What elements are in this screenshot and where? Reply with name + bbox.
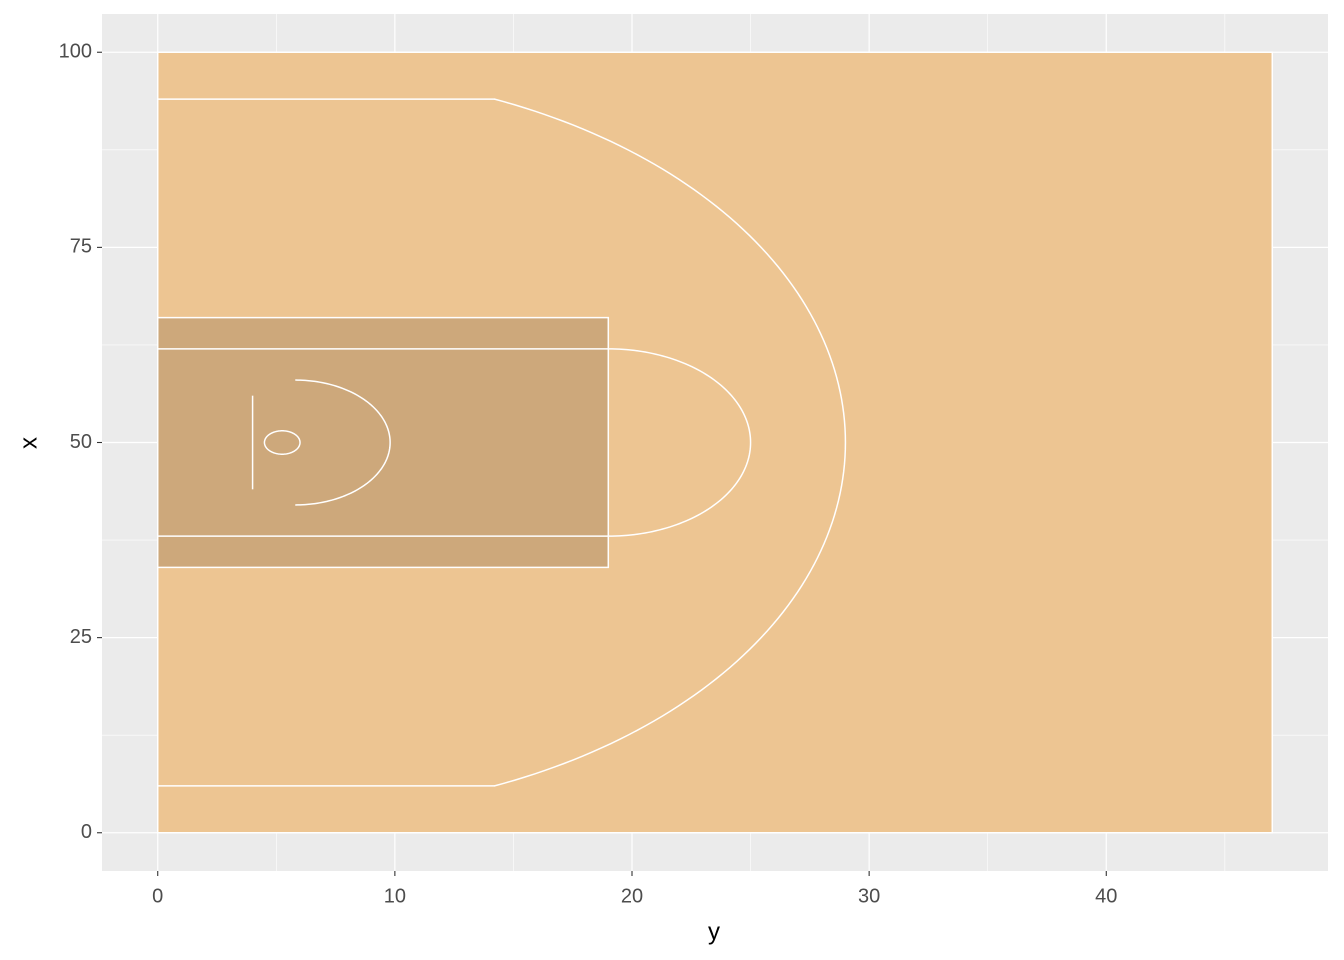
court-arc xyxy=(263,430,301,455)
x-tick-label: 0 xyxy=(152,885,163,907)
court-arc xyxy=(608,348,752,537)
y-tick-label: 25 xyxy=(70,626,92,648)
court-arc xyxy=(493,98,847,787)
x-tick-label: 20 xyxy=(621,885,643,907)
y-axis-title: x xyxy=(15,437,42,449)
court-arc xyxy=(295,379,391,506)
x-axis-title: y xyxy=(708,918,720,945)
y-tick-label: 50 xyxy=(70,431,92,453)
court-area xyxy=(156,316,610,569)
y-tick-label: 100 xyxy=(59,41,92,63)
x-tick-label: 40 xyxy=(1095,885,1117,907)
x-tick-label: 30 xyxy=(858,885,880,907)
x-tick-label: 10 xyxy=(384,885,406,907)
y-tick-label: 0 xyxy=(81,821,92,843)
y-tick-label: 75 xyxy=(70,236,92,258)
